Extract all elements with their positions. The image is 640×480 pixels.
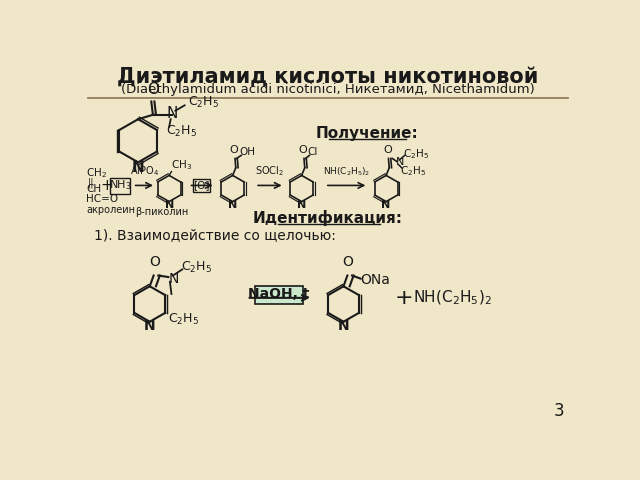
Text: O: O [147, 82, 159, 97]
Text: C$_2$H$_5$: C$_2$H$_5$ [166, 124, 197, 139]
Text: Получение:: Получение: [316, 126, 418, 141]
Text: N: N [164, 201, 173, 210]
Text: Cl: Cl [308, 147, 318, 157]
Text: AlPO$_4$: AlPO$_4$ [130, 165, 159, 179]
Text: NH$_3$: NH$_3$ [109, 179, 132, 192]
Text: N: N [169, 272, 179, 286]
Text: N: N [228, 201, 237, 210]
Text: HC=O: HC=O [86, 194, 118, 204]
Text: Идентификация:: Идентификация: [253, 210, 403, 226]
Text: NH(C$_2$H$_5$)$_2$: NH(C$_2$H$_5$)$_2$ [413, 288, 492, 307]
Text: C$_2$H$_5$: C$_2$H$_5$ [188, 95, 219, 110]
Text: C$_2$H$_5$: C$_2$H$_5$ [180, 260, 212, 276]
Text: CH$_3$: CH$_3$ [171, 158, 192, 172]
Text: N: N [396, 157, 404, 168]
FancyBboxPatch shape [255, 286, 303, 304]
Text: C$_2$H$_5$: C$_2$H$_5$ [403, 147, 429, 161]
Text: [O]: [O] [193, 180, 210, 191]
Text: N: N [338, 319, 349, 333]
Text: CH$_2$: CH$_2$ [86, 166, 107, 180]
Text: N: N [381, 201, 391, 210]
Text: (Diaethylamidum acidi nicotinici, Никетамид, Nicethamidum): (Diaethylamidum acidi nicotinici, Никета… [121, 84, 535, 96]
Text: +: + [395, 288, 413, 308]
Text: O: O [299, 144, 308, 155]
Text: CH: CH [86, 184, 101, 194]
Text: Диэтиламид кислоты никотиновой: Диэтиламид кислоты никотиновой [117, 67, 539, 87]
Text: O: O [383, 144, 392, 155]
Text: OH: OH [239, 147, 255, 157]
Text: N: N [144, 319, 156, 333]
Text: N: N [166, 106, 178, 121]
Text: N: N [132, 160, 145, 175]
FancyBboxPatch shape [193, 179, 210, 192]
Text: O: O [149, 255, 160, 269]
Text: ONa: ONa [360, 273, 390, 287]
Text: C$_2$H$_5$: C$_2$H$_5$ [168, 312, 200, 327]
Text: C$_2$H$_5$: C$_2$H$_5$ [400, 164, 426, 178]
FancyBboxPatch shape [110, 179, 131, 194]
Text: N: N [297, 201, 307, 210]
Text: +: + [100, 178, 113, 193]
Text: акролеин: акролеин [86, 205, 135, 215]
Text: NH(C$_2$H$_5$)$_2$: NH(C$_2$H$_5$)$_2$ [323, 165, 371, 178]
Text: O: O [342, 255, 353, 269]
Text: O: O [230, 144, 239, 155]
Text: SOCl$_2$: SOCl$_2$ [255, 164, 284, 178]
Text: 1). Взаимодействие со щелочью:: 1). Взаимодействие со щелочью: [94, 228, 336, 242]
Text: 3: 3 [554, 401, 564, 420]
Text: NaOH, t: NaOH, t [248, 287, 310, 301]
Text: ||: || [88, 177, 94, 188]
Text: β-пиколин: β-пиколин [136, 206, 189, 216]
